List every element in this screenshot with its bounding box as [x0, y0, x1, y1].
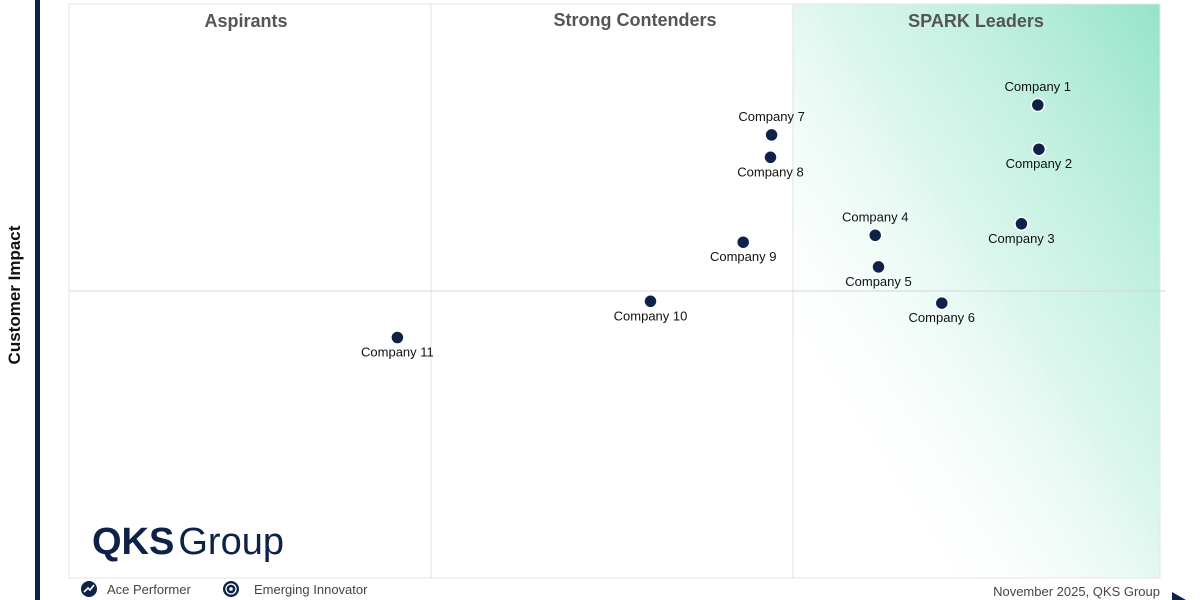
data-point-label-2: Company 2	[1006, 156, 1072, 171]
data-point-label-8: Company 8	[737, 164, 803, 179]
data-point-label-6: Company 6	[909, 310, 975, 325]
data-point-10[interactable]	[643, 294, 658, 309]
quadrant-title-strong-contenders: Strong Contenders	[553, 10, 716, 30]
x-axis-arrow-icon	[1172, 592, 1186, 600]
data-point-label-11: Company 11	[361, 345, 434, 360]
data-point-label-3: Company 3	[988, 231, 1054, 246]
data-point-label-7: Company 7	[738, 109, 804, 124]
data-point-label-10: Company 10	[614, 308, 688, 323]
data-points: Company 1 Company 2 Company 3 Company 4 Comp…	[361, 79, 1072, 360]
data-point-4[interactable]	[867, 228, 883, 243]
data-point-11[interactable]	[390, 330, 405, 345]
y-axis-bar	[35, 0, 40, 600]
emerging-innovator-icon	[223, 581, 239, 597]
data-point-9[interactable]	[735, 234, 751, 250]
data-point-2[interactable]	[1031, 141, 1047, 157]
data-point-label-9: Company 9	[710, 249, 776, 264]
data-point-label-1: Company 1	[1005, 79, 1071, 94]
quadrant-title-aspirants: Aspirants	[204, 11, 287, 31]
data-point-1[interactable]	[1030, 97, 1046, 113]
data-point-5[interactable]	[871, 259, 886, 275]
data-point-6[interactable]	[934, 295, 950, 311]
y-axis-label: Customer Impact	[5, 225, 24, 364]
footer-date: November 2025, QKS Group	[993, 584, 1160, 599]
ace-performer-icon	[81, 581, 97, 597]
logo-strong-text: QKS	[92, 521, 174, 563]
qks-group-logo: QKS Group	[92, 521, 284, 563]
data-point-3[interactable]	[1014, 216, 1029, 232]
data-point-7[interactable]	[764, 127, 779, 143]
legend-ace-performer-label: Ace Performer	[107, 582, 191, 597]
legend: Ace Performer Emerging Innovator	[81, 581, 368, 597]
legend-emerging-innovator-label: Emerging Innovator	[254, 582, 368, 597]
logo-light-text: Group	[178, 521, 284, 563]
data-point-8[interactable]	[763, 150, 778, 165]
data-point-label-4: Company 4	[842, 209, 908, 224]
quadrant-title-spark-leaders: SPARK Leaders	[908, 11, 1044, 31]
data-point-label-5: Company 5	[845, 274, 911, 289]
